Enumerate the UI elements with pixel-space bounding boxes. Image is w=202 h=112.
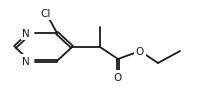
Text: Cl: Cl [41,9,51,19]
Text: O: O [114,72,122,82]
Text: N: N [22,29,30,39]
Text: N: N [22,56,30,66]
Text: O: O [136,47,144,56]
